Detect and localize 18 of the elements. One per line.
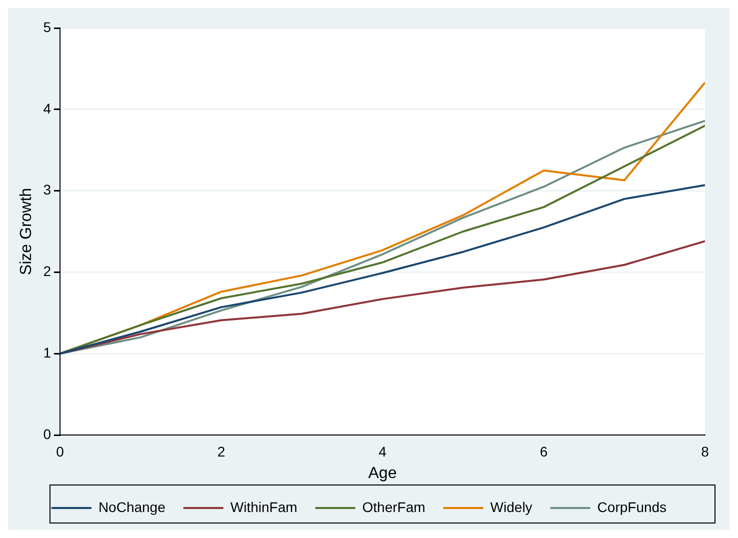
y-tick-label: 2 bbox=[43, 263, 52, 280]
legend-label: OtherFam bbox=[362, 498, 426, 515]
legend-label: CorpFunds bbox=[597, 498, 667, 515]
x-tick-label: 2 bbox=[217, 443, 226, 460]
x-axis-title: Age bbox=[368, 464, 397, 482]
legend-label: NoChange bbox=[98, 498, 166, 515]
y-tick-label: 1 bbox=[43, 344, 52, 360]
y-tick-label: 5 bbox=[43, 18, 52, 35]
y-tick-label: 0 bbox=[43, 426, 52, 442]
x-tick-label: 0 bbox=[56, 443, 64, 460]
y-tick-label: 3 bbox=[43, 182, 52, 198]
x-tick-label: 4 bbox=[378, 443, 387, 460]
legend-label: WithinFam bbox=[230, 498, 298, 515]
x-tick-label: 6 bbox=[540, 443, 548, 460]
x-tick-label: 8 bbox=[701, 443, 710, 460]
y-tick-label: 4 bbox=[43, 100, 52, 116]
y-axis-title: Size Growth bbox=[18, 188, 36, 276]
legend-label: Widely bbox=[490, 498, 532, 515]
